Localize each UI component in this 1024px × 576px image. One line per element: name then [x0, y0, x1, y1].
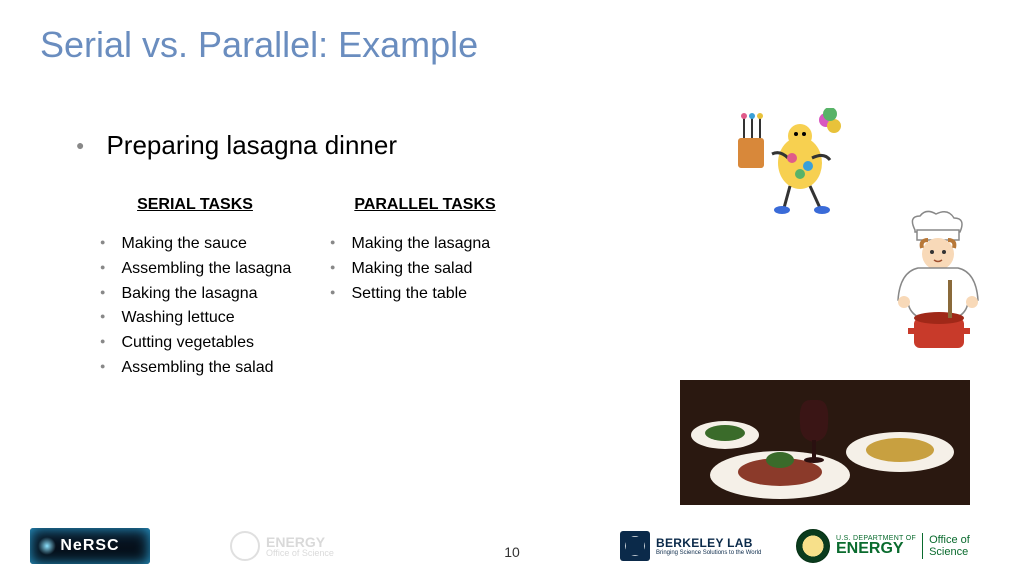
- berkeley-line1: BERKELEY LAB: [656, 536, 761, 550]
- doe-right2: Science: [929, 546, 970, 558]
- main-bullet: Preparing lasagna dinner: [76, 130, 397, 161]
- column-serial: SERIAL TASKS Making the sauce Assembling…: [100, 196, 340, 381]
- serial-header: SERIAL TASKS: [100, 196, 290, 214]
- column-parallel: PARALLEL TASKS Making the lasagna Making…: [330, 196, 570, 306]
- main-bullet-text: Preparing lasagna dinner: [106, 130, 397, 161]
- parallel-list: Making the lasagna Making the salad Sett…: [330, 232, 570, 306]
- parallel-header: PARALLEL TASKS: [330, 196, 520, 214]
- list-item: Assembling the salad: [100, 356, 340, 381]
- doe-office-logo: U.S. DEPARTMENT OF ENERGY Office of Scie…: [796, 528, 996, 564]
- cartoon-cook-image: [730, 108, 850, 218]
- nersc-logo-text: NeRSC: [60, 537, 119, 555]
- list-item-text: Assembling the salad: [121, 356, 273, 381]
- list-item-text: Making the sauce: [121, 232, 246, 257]
- list-item-text: Assembling the lasagna: [121, 257, 291, 282]
- doe-faded-line1: ENERGY: [266, 535, 334, 549]
- list-item: Making the sauce: [100, 232, 340, 257]
- nersc-logo: NeRSC: [30, 528, 150, 564]
- doe-right1: Office of: [929, 534, 970, 546]
- list-item-text: Setting the table: [351, 282, 467, 307]
- dinner-photo-image: [680, 380, 970, 505]
- list-item: Baking the lasagna: [100, 282, 340, 307]
- doe-logo-faded: ENERGY Office of Science: [230, 528, 400, 564]
- list-item-text: Washing lettuce: [121, 306, 234, 331]
- doe-seal-icon: [796, 529, 830, 563]
- list-item: Making the salad: [330, 257, 570, 282]
- berkeley-mark-icon: [620, 531, 650, 561]
- seal-icon: [230, 531, 260, 561]
- doe-faded-line3: Science: [302, 548, 334, 558]
- footer: 10 NeRSC ENERGY Office of Science BERKEL…: [0, 524, 1024, 564]
- doe-faded-line2: Office of: [266, 548, 299, 558]
- berkeley-line2: Bringing Science Solutions to the World: [656, 550, 761, 556]
- list-item: Washing lettuce: [100, 306, 340, 331]
- doe-large-text: ENERGY: [836, 542, 916, 556]
- list-item-text: Cutting vegetables: [121, 331, 254, 356]
- list-item-text: Making the lasagna: [351, 232, 490, 257]
- list-item: Assembling the lasagna: [100, 257, 340, 282]
- list-item: Setting the table: [330, 282, 570, 307]
- list-item: Cutting vegetables: [100, 331, 340, 356]
- list-item: Making the lasagna: [330, 232, 570, 257]
- list-item-text: Baking the lasagna: [121, 282, 257, 307]
- chef-clipart-image: [870, 210, 1000, 360]
- serial-list: Making the sauce Assembling the lasagna …: [100, 232, 340, 381]
- list-item-text: Making the salad: [351, 257, 472, 282]
- berkeley-lab-logo: BERKELEY LAB Bringing Science Solutions …: [620, 528, 780, 564]
- slide-title: Serial vs. Parallel: Example: [40, 24, 478, 66]
